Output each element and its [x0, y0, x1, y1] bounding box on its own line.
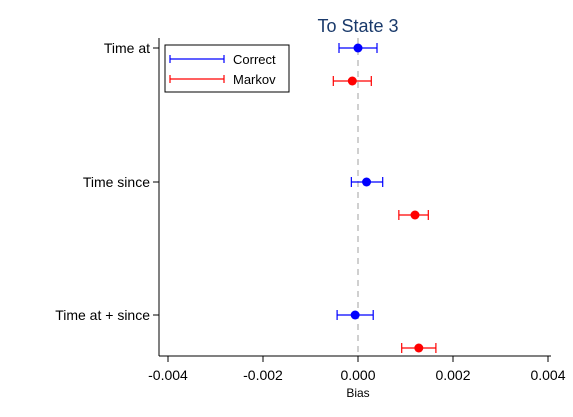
markov-estimate-dot	[414, 343, 424, 353]
y-tick-label: Time since	[83, 174, 150, 190]
x-ticks: -0.004 -0.002 0.000 0.002 0.004	[148, 356, 566, 383]
correct-point-2	[350, 177, 384, 187]
legend-correct-label: Correct	[233, 52, 276, 67]
chart-title: To State 3	[317, 16, 398, 36]
correct-point-1	[338, 43, 378, 53]
correct-estimate-dot	[362, 177, 372, 187]
correct-point-3	[336, 310, 374, 320]
legend: Correct Markov	[164, 44, 290, 93]
y-tick-label: Time at + since	[55, 307, 150, 323]
legend-box	[164, 44, 290, 93]
x-tick-label: 0.000	[340, 367, 375, 383]
markov-point-1	[332, 76, 372, 86]
correct-estimate-dot	[350, 310, 360, 320]
axes	[158, 38, 551, 357]
markov-point-3	[401, 343, 437, 353]
y-tick-label: Time at	[104, 40, 150, 56]
data-marks	[332, 43, 437, 353]
x-tick-label: 0.004	[530, 367, 565, 383]
x-tick-label: -0.002	[243, 367, 283, 383]
x-tick-label: -0.004	[148, 367, 188, 383]
legend-markov-label: Markov	[233, 72, 276, 87]
x-tick-label: 0.002	[435, 367, 470, 383]
x-axis-title: Bias	[346, 386, 369, 400]
markov-point-2	[398, 210, 429, 220]
markov-estimate-dot	[347, 76, 357, 86]
y-ticks: Time at Time since Time at + since	[55, 40, 159, 323]
correct-estimate-dot	[353, 43, 363, 53]
markov-estimate-dot	[410, 210, 420, 220]
